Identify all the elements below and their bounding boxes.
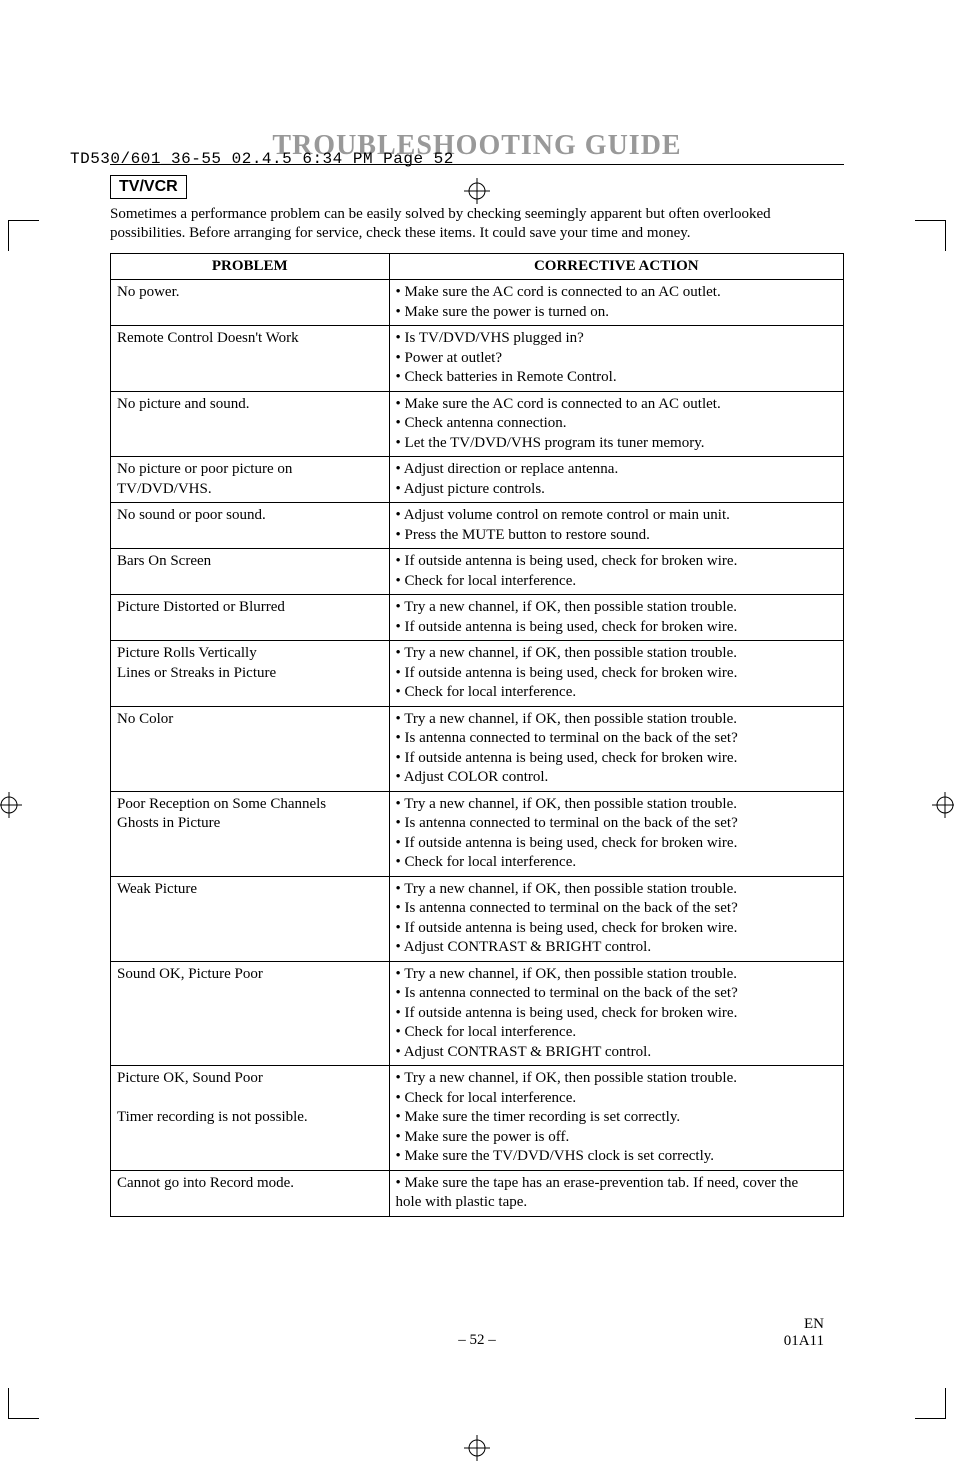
problem-cell: No sound or poor sound. [111,503,390,549]
action-cell: • Make sure the AC cord is connected to … [389,280,843,326]
action-cell: • Try a new channel, if OK, then possibl… [389,595,843,641]
page-content: TROUBLESHOOTING GUIDE TV/VCR Sometimes a… [110,130,844,1217]
action-cell: • Try a new channel, if OK, then possibl… [389,876,843,961]
action-cell: • Make sure the AC cord is connected to … [389,391,843,457]
problem-cell: Cannot go into Record mode. [111,1170,390,1216]
table-row: Picture OK, Sound Poor Timer recording i… [111,1066,844,1171]
action-cell: • Make sure the tape has an erase-preven… [389,1170,843,1216]
action-cell: • If outside antenna is being used, chec… [389,549,843,595]
table-row: No picture and sound.• Make sure the AC … [111,391,844,457]
crop-mark-icon [915,1388,946,1419]
problem-cell: Poor Reception on Some Channels Ghosts i… [111,791,390,876]
table-row: No Color• Try a new channel, if OK, then… [111,706,844,791]
table-row: No sound or poor sound.• Adjust volume c… [111,503,844,549]
registration-mark-icon [0,792,22,818]
table-row: Cannot go into Record mode.• Make sure t… [111,1170,844,1216]
problem-cell: Picture Rolls Vertically Lines or Streak… [111,641,390,707]
action-cell: • Adjust direction or replace antenna. •… [389,457,843,503]
problem-cell: No Color [111,706,390,791]
problem-cell: Weak Picture [111,876,390,961]
registration-mark-icon [932,792,954,818]
problem-cell: No picture or poor picture on TV/DVD/VHS… [111,457,390,503]
col-header-problem: PROBLEM [111,253,390,280]
intro-text: Sometimes a performance problem can be e… [110,205,844,243]
action-cell: • Try a new channel, if OK, then possibl… [389,961,843,1066]
table-row: Sound OK, Picture Poor• Try a new channe… [111,961,844,1066]
footer-code: EN 01A11 [784,1316,824,1349]
troubleshooting-table: PROBLEM CORRECTIVE ACTION No power.• Mak… [110,253,844,1217]
table-row: No picture or poor picture on TV/DVD/VHS… [111,457,844,503]
problem-cell: No power. [111,280,390,326]
registration-mark-icon [464,178,490,204]
table-row: Picture Rolls Vertically Lines or Streak… [111,641,844,707]
crop-mark-icon [8,220,39,251]
problem-cell: Remote Control Doesn't Work [111,326,390,392]
footer: – 52 – EN 01A11 [0,1332,954,1349]
crop-mark-icon [8,1388,39,1419]
table-row: Weak Picture• Try a new channel, if OK, … [111,876,844,961]
problem-cell: Bars On Screen [111,549,390,595]
registration-mark-icon [464,1435,490,1461]
table-row: Bars On Screen• If outside antenna is be… [111,549,844,595]
problem-cell: Sound OK, Picture Poor [111,961,390,1066]
crop-mark-icon [915,220,946,251]
footer-code-top: EN [804,1316,824,1332]
action-cell: • Try a new channel, if OK, then possibl… [389,706,843,791]
footer-code-bot: 01A11 [784,1333,824,1349]
table-row: Remote Control Doesn't Work• Is TV/DVD/V… [111,326,844,392]
table-row: Poor Reception on Some Channels Ghosts i… [111,791,844,876]
action-cell: • Try a new channel, if OK, then possibl… [389,641,843,707]
action-cell: • Try a new channel, if OK, then possibl… [389,791,843,876]
table-row: No power.• Make sure the AC cord is conn… [111,280,844,326]
action-cell: • Is TV/DVD/VHS plugged in? • Power at o… [389,326,843,392]
print-slug: TD530/601_36-55 02.4.5 6:34 PM Page 52 [70,150,454,168]
problem-cell: Picture Distorted or Blurred [111,595,390,641]
problem-cell: Picture OK, Sound Poor Timer recording i… [111,1066,390,1171]
table-row: Picture Distorted or Blurred• Try a new … [111,595,844,641]
problem-cell: No picture and sound. [111,391,390,457]
action-cell: • Adjust volume control on remote contro… [389,503,843,549]
col-header-action: CORRECTIVE ACTION [389,253,843,280]
action-cell: • Try a new channel, if OK, then possibl… [389,1066,843,1171]
section-tag: TV/VCR [110,175,187,199]
